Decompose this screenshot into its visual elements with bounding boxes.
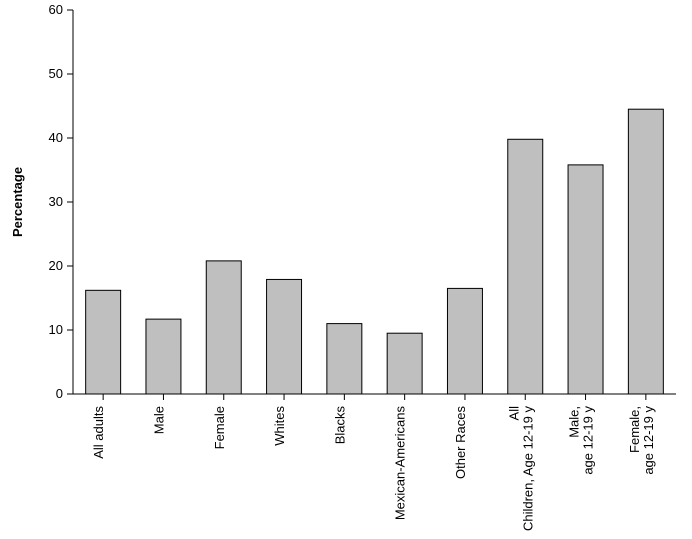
y-axis-title: Percentage	[10, 167, 25, 237]
y-tick-label: 10	[49, 322, 63, 337]
y-tick-label: 50	[49, 66, 63, 81]
bar	[628, 109, 663, 394]
bar	[327, 324, 362, 394]
bar	[508, 139, 543, 394]
bar-chart: 0 10 20 30 40 50 60 Percentage All adults Male Fem…	[0, 0, 692, 539]
y-tick-label: 0	[56, 386, 63, 401]
bar	[146, 319, 181, 394]
x-tick-label: All adults	[91, 406, 106, 459]
y-tick-label: 60	[49, 2, 63, 17]
x-tick-label: Female	[212, 406, 227, 449]
x-tick-label: Blacks	[332, 406, 347, 445]
x-tick-label: Mexican-Americans	[393, 406, 408, 521]
bar	[86, 290, 121, 394]
x-tick-label: Male	[151, 406, 166, 434]
bar	[387, 333, 422, 394]
y-tick-label: 40	[49, 130, 63, 145]
x-tick-label: Other Races	[453, 406, 468, 479]
y-tick-label: 20	[49, 258, 63, 273]
bar	[568, 165, 603, 394]
y-tick-label: 30	[49, 194, 63, 209]
chart-svg: 0 10 20 30 40 50 60 Percentage All adults Male Fem…	[0, 0, 692, 539]
bar	[267, 279, 302, 394]
x-tick-label: Whites	[272, 406, 287, 446]
bar	[447, 288, 482, 394]
bar	[206, 261, 241, 394]
